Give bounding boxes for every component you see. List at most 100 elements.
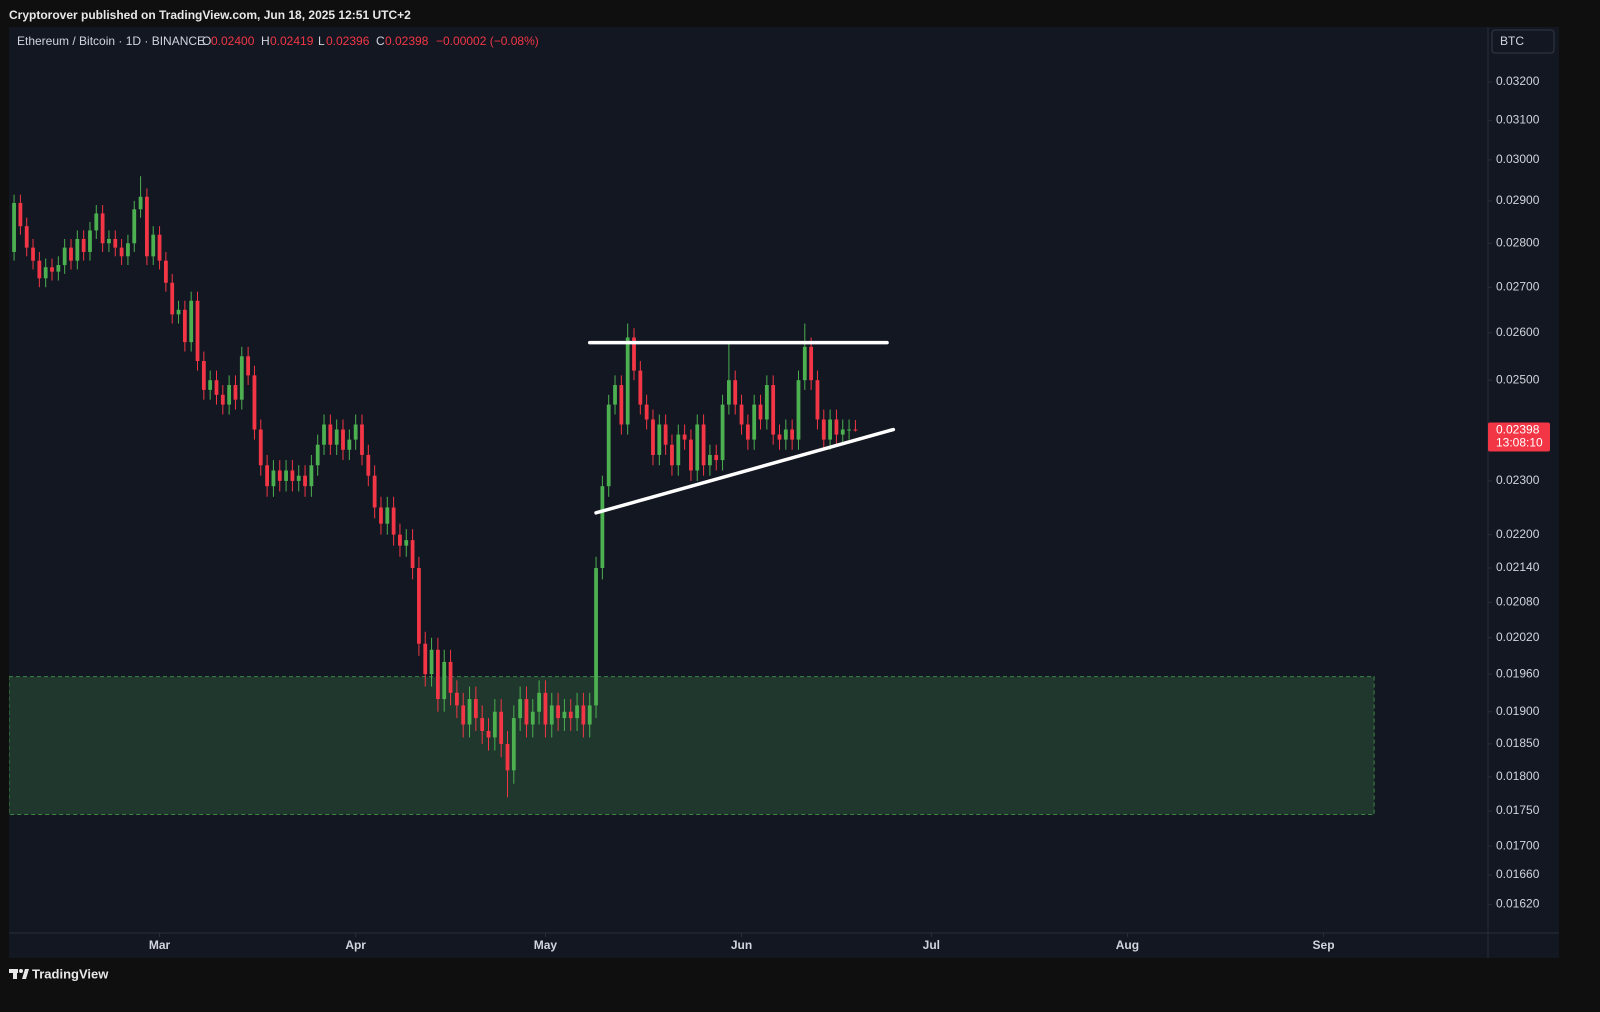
- candle-body: [252, 375, 257, 430]
- y-tick-label: 0.02080: [1496, 595, 1540, 609]
- candle-body: [524, 699, 529, 725]
- candle-body: [119, 247, 124, 257]
- trend-line: [594, 427, 896, 515]
- candle-body: [265, 465, 269, 487]
- candle-body: [777, 434, 782, 440]
- candle-body: [107, 238, 111, 244]
- candle-body: [12, 202, 16, 252]
- candle-body: [214, 380, 219, 395]
- candle-body: [176, 309, 181, 315]
- brand: TradingView: [32, 966, 109, 981]
- candle-body: [714, 454, 719, 461]
- candle-body: [366, 454, 371, 476]
- candle-body: [568, 711, 573, 719]
- candle-body: [771, 385, 776, 435]
- candle-body: [113, 238, 118, 248]
- candle-body: [461, 705, 466, 725]
- candle-body: [328, 424, 333, 445]
- price-tag-label: 0.02398: [1496, 423, 1540, 437]
- y-tick-label: 0.01800: [1496, 769, 1540, 783]
- candle-body: [182, 309, 187, 343]
- candle-body: [271, 470, 276, 487]
- y-tick-label: 0.01620: [1496, 896, 1540, 910]
- candle-body: [834, 419, 839, 435]
- y-tick-label: 0.01850: [1496, 736, 1540, 750]
- currency-box[interactable]: [1491, 29, 1555, 54]
- candle-body: [391, 507, 396, 535]
- candle-body: [157, 234, 162, 261]
- candle-body: [227, 385, 232, 405]
- candle-body: [258, 429, 263, 466]
- candle-body: [277, 470, 282, 481]
- candle-body: [233, 385, 238, 400]
- candle-body: [290, 470, 295, 481]
- candle-body: [689, 439, 693, 471]
- legend-h-label: H: [261, 34, 270, 48]
- candle-body: [246, 356, 251, 376]
- candle-body: [821, 419, 826, 440]
- candle-body: [315, 444, 320, 466]
- candle-body: [322, 424, 326, 445]
- y-tick-label: 0.01960: [1496, 666, 1540, 680]
- candle-body: [473, 699, 478, 719]
- candle-body: [809, 346, 814, 381]
- y-tick-label: 0.01900: [1496, 704, 1540, 718]
- logo-part: [19, 969, 23, 973]
- candle-body: [284, 470, 288, 481]
- candle-body: [511, 718, 516, 771]
- candle-body: [606, 404, 611, 487]
- candle-body: [442, 661, 447, 700]
- candle-body: [625, 337, 630, 425]
- y-tick-label: 0.01750: [1496, 803, 1540, 817]
- candle-body: [594, 568, 598, 706]
- candle-body: [37, 260, 42, 279]
- candle-body: [296, 475, 301, 481]
- candle-body: [145, 196, 149, 257]
- candle-body: [499, 711, 504, 744]
- candle-body: [657, 424, 662, 455]
- logo-part: [13, 969, 17, 979]
- candle-body: [537, 692, 542, 712]
- candle-body: [802, 346, 807, 381]
- candle-body: [18, 202, 23, 227]
- legend-h: 0.02419: [270, 34, 314, 48]
- candle-body: [448, 661, 453, 693]
- plot-area: [9, 176, 1375, 816]
- candle-body: [556, 705, 560, 719]
- candle-body: [170, 282, 175, 315]
- candle-body: [619, 385, 624, 425]
- x-tick-label: Jun: [731, 938, 752, 952]
- candle-body: [720, 404, 725, 461]
- candle-body: [505, 743, 510, 771]
- x-tick-label: Aug: [1116, 938, 1139, 952]
- candle-body: [435, 649, 440, 700]
- candle-body: [429, 649, 434, 675]
- y-tick-label: 0.02600: [1496, 325, 1540, 339]
- x-tick-label: Jul: [923, 938, 940, 952]
- candle-body: [676, 434, 681, 466]
- candle-body: [790, 429, 795, 440]
- x-tick-label: Mar: [149, 938, 171, 952]
- y-tick-label: 0.02900: [1496, 193, 1540, 207]
- candle-body: [530, 711, 535, 725]
- candle-body: [549, 705, 554, 725]
- y-tick-label: 0.03200: [1496, 74, 1540, 88]
- candle-body: [670, 444, 674, 466]
- candle-body: [88, 230, 92, 252]
- candle-body: [752, 404, 757, 440]
- logo-part: [22, 969, 29, 979]
- y-tick-label: 0.02200: [1496, 527, 1540, 541]
- candle-body: [353, 424, 358, 440]
- candle-body: [682, 434, 687, 440]
- countdown: 13:08:10: [1496, 436, 1543, 450]
- demand-zone: [9, 676, 1375, 816]
- publish-header: Cryptorover published on TradingView.com…: [9, 8, 411, 22]
- candle-body: [410, 540, 415, 569]
- candle-body: [739, 404, 744, 425]
- legend-o: 0.02400: [211, 34, 255, 48]
- candle-body: [815, 380, 820, 420]
- candle-body: [132, 209, 137, 244]
- candle-body: [581, 705, 586, 725]
